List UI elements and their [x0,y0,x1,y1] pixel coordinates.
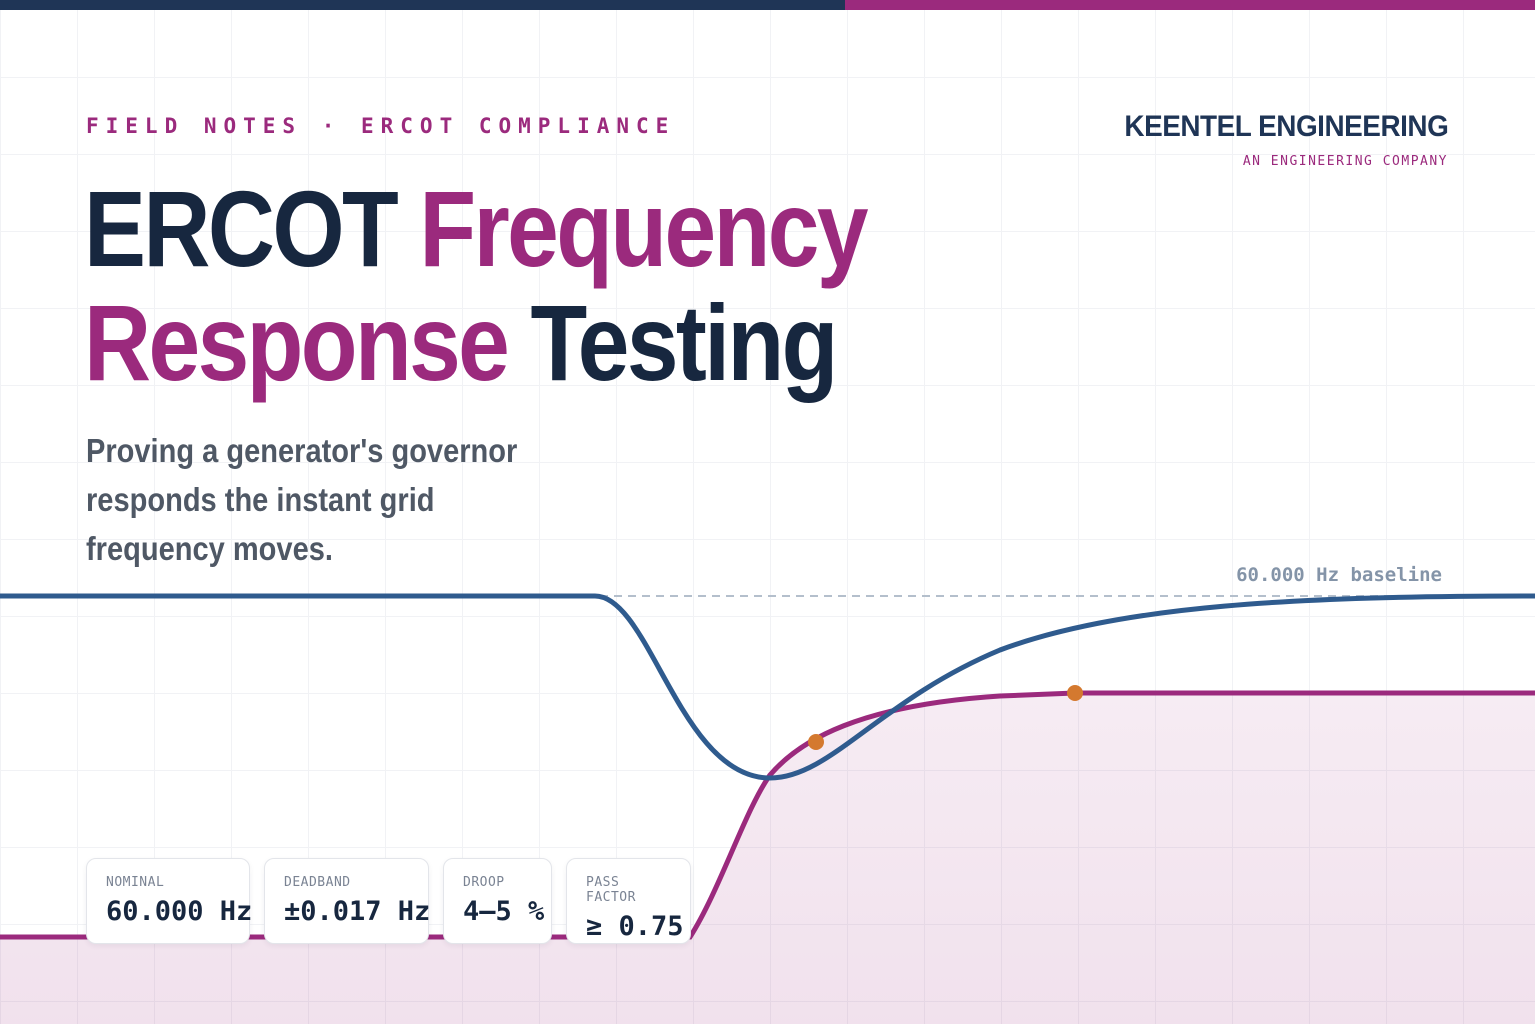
title-response: Response [84,282,510,403]
eyebrow-label: FIELD NOTES · ERCOT COMPLIANCE [86,114,676,138]
page-title: ERCOT Frequency Response Testing [84,172,868,403]
baseline-label: 60.000 Hz baseline [1236,564,1442,586]
top-bar-navy-segment [0,0,845,10]
title-ercot: ERCOT [84,168,420,289]
stat-label: NOMINAL [106,875,165,890]
power-response-line [0,690,1535,940]
stat-label: PASS FACTOR [586,875,636,905]
stat-value: ±0.017 Hz [284,896,431,927]
brand-block: KEENTEL ENGINEERING AN ENGINEERING COMPA… [1100,110,1448,169]
stat-label: DEADBAND [284,875,351,890]
stat-card-deadband: DEADBAND ±0.017 Hz [264,858,431,944]
stat-card-pass-factor: PASS FACTOR ≥ 0.75 [566,858,691,944]
top-bar-magenta-segment [845,0,1535,10]
response-marker [808,734,824,750]
top-accent-bar [0,0,1535,10]
frequency-line [0,593,1535,781]
title-frequency: Frequency [419,168,868,289]
settle-marker [1067,685,1083,701]
stats-row: NOMINAL 60.000 Hz DEADBAND ±0.017 Hz DRO… [86,858,691,944]
stat-card-droop: DROOP 4–5 % [443,858,552,944]
stat-card-nominal: NOMINAL 60.000 Hz [86,858,253,944]
title-testing: Testing [507,282,838,403]
stat-value: ≥ 0.75 [586,911,684,942]
subtitle: Proving a generator's governor responds … [86,432,518,567]
brand-name: KEENTEL ENGINEERING [1124,110,1448,143]
stat-label: DROOP [463,875,505,890]
stat-value: 4–5 % [463,896,545,927]
brand-tagline: AN ENGINEERING COMPANY [1242,154,1448,169]
stat-value: 60.000 Hz [106,896,253,927]
